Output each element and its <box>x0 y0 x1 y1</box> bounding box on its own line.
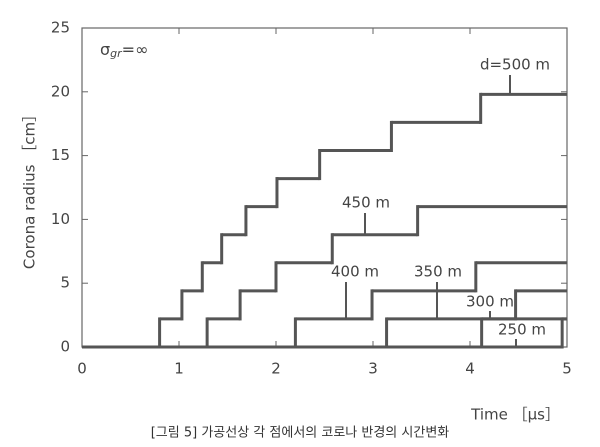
series-label: 250 m <box>498 321 546 339</box>
y-tick-label: 20 <box>51 82 70 100</box>
annotation-symbol: σ <box>100 40 110 59</box>
x-tick-label: 1 <box>174 360 184 378</box>
caption: [그림 5] 가공선상 각 점에서의 코로나 반경의 시간변화 <box>151 426 450 441</box>
y-axis-label: Corona radius ［cm］ <box>21 107 39 269</box>
x-axis-label: Time ［µs］ <box>470 406 560 424</box>
series-label: d=500 m <box>480 56 550 74</box>
x-tick-label: 2 <box>271 360 281 378</box>
x-tick-label: 5 <box>562 360 572 378</box>
x-tick-label: 3 <box>368 360 378 378</box>
annotation: σgr=∞ <box>100 40 148 61</box>
y-tick-label: 15 <box>51 146 70 164</box>
series-label: 350 m <box>414 263 462 281</box>
y-tick-label: 25 <box>51 19 70 37</box>
y-tick-label: 0 <box>60 338 70 356</box>
x-tick-label: 0 <box>77 360 87 378</box>
annotation-rest: =∞ <box>122 40 149 59</box>
x-tick-label: 4 <box>465 360 475 378</box>
series-label: 400 m <box>331 263 379 281</box>
annotation-subscript: gr <box>110 47 123 60</box>
series-label: 450 m <box>342 194 390 212</box>
series-label: 300 m <box>466 293 514 311</box>
y-tick-label: 5 <box>60 274 70 292</box>
y-tick-label: 10 <box>51 210 70 228</box>
